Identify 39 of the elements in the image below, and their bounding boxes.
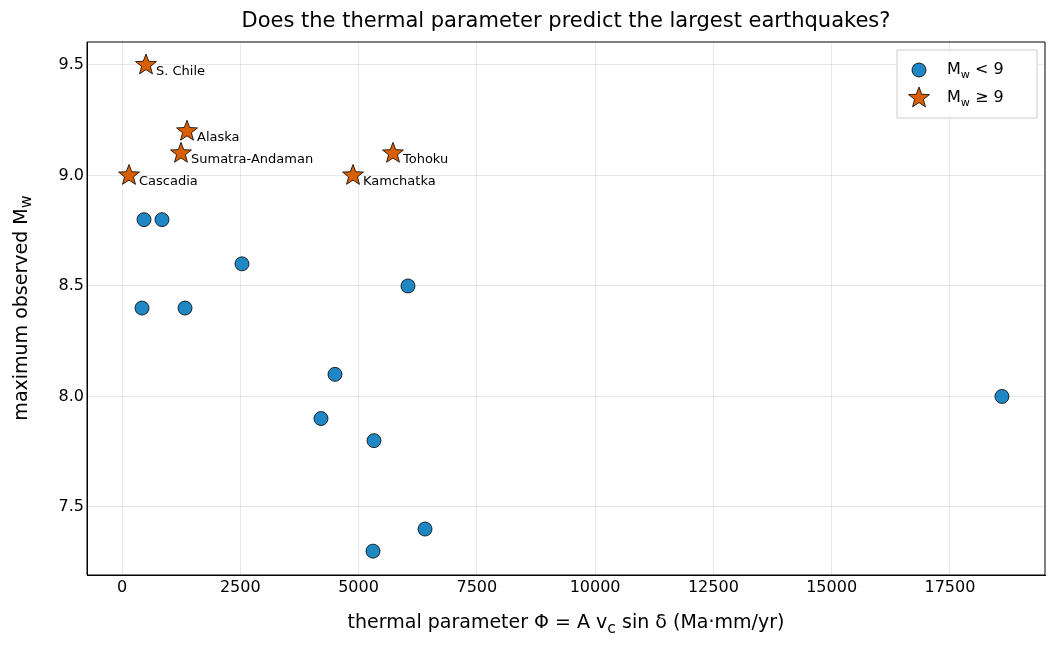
x-tick-label: 2500 <box>219 576 261 596</box>
annotation: S. Chile <box>155 62 206 78</box>
x-tick-label: 17500 <box>924 576 976 596</box>
point <box>135 53 157 75</box>
point <box>177 300 193 316</box>
x-tick-label: 7500 <box>456 576 498 596</box>
annotation: Alaska <box>197 129 240 145</box>
point <box>400 278 416 294</box>
point <box>170 141 192 163</box>
x-tick-label: 5000 <box>338 576 379 596</box>
y-tick-label: 9.0 <box>58 164 84 184</box>
point <box>118 164 140 185</box>
y-tick-label: 8.0 <box>58 385 84 405</box>
point <box>154 212 170 228</box>
x-tick-label: 0 <box>116 576 128 596</box>
point <box>234 256 250 272</box>
point <box>365 543 381 559</box>
point <box>313 411 329 426</box>
point <box>176 119 198 141</box>
point <box>382 141 404 163</box>
chart-title: Does the thermal parameter predict the largest earthquakes? <box>240 8 892 32</box>
point <box>417 521 433 537</box>
annotation: Kamchatka <box>363 173 436 189</box>
point <box>994 389 1010 404</box>
y-tick-label: 9.5 <box>58 54 84 74</box>
annotation: Tohoku <box>401 151 449 167</box>
point <box>136 212 152 228</box>
x-tick-label: 15000 <box>806 576 858 596</box>
point <box>366 433 382 449</box>
point <box>327 366 343 382</box>
x-tick-label: 12500 <box>687 576 739 596</box>
annotation: Cascadia <box>139 173 198 189</box>
annotation: Sumatra-Andaman <box>191 151 314 167</box>
y-tick-label: 7.5 <box>58 496 84 516</box>
x-tick-label: 10000 <box>569 576 621 596</box>
y-tick-label: 8.5 <box>58 275 84 295</box>
point <box>134 300 150 316</box>
x-axis-title: thermal parameter Φ = A v$_{c}$ sin δ (Ma·mm/yr) <box>346 610 786 637</box>
point <box>342 164 364 185</box>
